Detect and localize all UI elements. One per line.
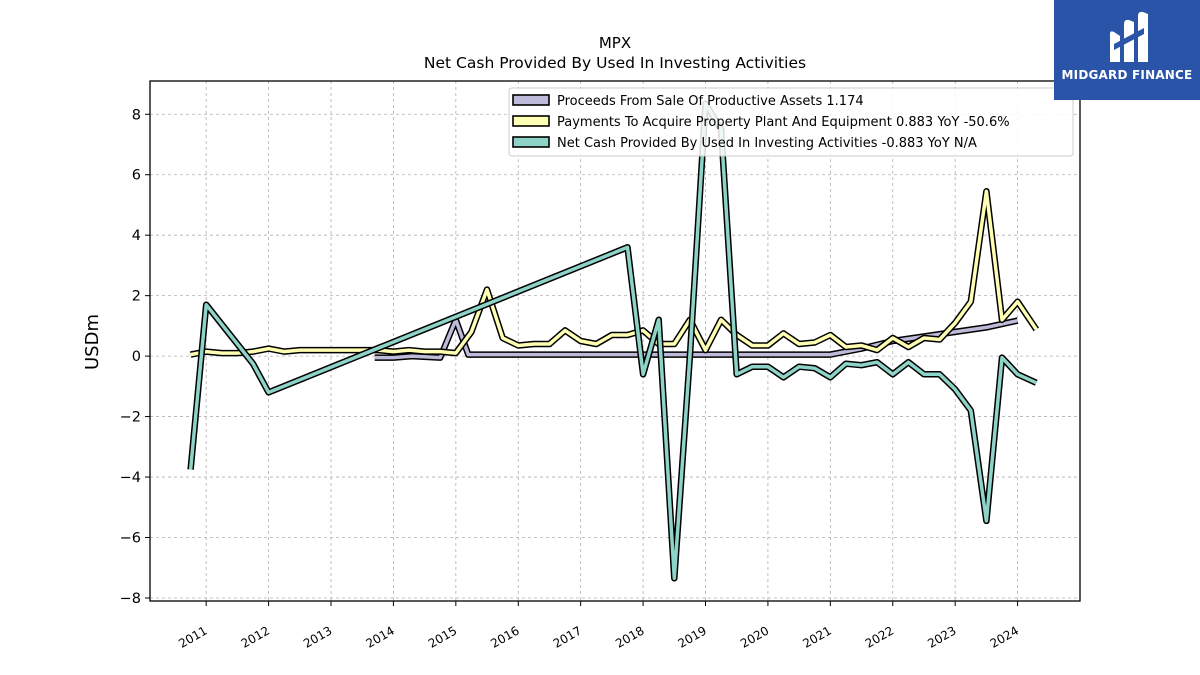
y-tick-label: 6 [132,168,141,184]
x-tick-label: 2024 [988,623,1021,650]
x-tick-label: 2014 [363,623,396,650]
y-tick-label: 4 [132,228,141,244]
x-tick-label: 2012 [239,623,272,650]
midgard-m-logo-icon [1110,11,1148,62]
legend-swatch [512,115,550,127]
logo: MIDGARD FINANCE [1054,0,1200,100]
x-tick-label: 2018 [613,623,646,650]
chart-title: MPX [599,34,631,52]
chart-subtitle: Net Cash Provided By Used In Investing A… [424,54,806,72]
series-outline [189,188,1039,358]
legend: Proceeds From Sale Of Productive Assets … [508,87,1074,157]
x-tick-label: 2016 [488,623,521,650]
series-line [188,101,1038,581]
x-tick-label: 2011 [176,623,209,650]
legend-label: Net Cash Provided By Used In Investing A… [557,136,977,151]
x-tick-label: 2020 [738,623,771,650]
legend-label: Proceeds From Sale Of Productive Assets … [557,94,864,109]
x-tick-label: 2021 [800,623,833,650]
y-tick-label: −2 [120,410,141,426]
logo-text: MIDGARD FINANCE [1061,68,1193,82]
y-axis-ticks: −8 −6 −4 −2 0 2 4 6 8 [120,107,150,607]
plot-frame [149,80,1081,602]
x-tick-label: 2015 [426,623,459,650]
y-tick-label: 2 [132,289,141,305]
x-tick-label: 2022 [863,623,896,650]
x-axis-ticks: 2011 2012 2013 2014 2015 2016 2017 2018 2019 2020… [176,601,1021,651]
y-tick-label: −4 [120,470,141,486]
y-tick-label: 8 [132,107,141,123]
x-tick-label: 2023 [925,623,958,650]
legend-label: Payments To Acquire Property Plant And E… [557,115,1010,130]
y-tick-label: −6 [120,531,141,547]
series-3 [187,100,1038,582]
legend-swatch [512,136,550,148]
series-2 [189,188,1039,358]
legend-swatch [512,94,550,106]
x-tick-label: 2019 [676,623,709,650]
legend-box [508,87,1074,157]
y-axis-label: USDm [82,314,103,370]
y-tick-label: −8 [120,591,141,607]
series-line [190,189,1038,357]
y-tick-label: 0 [132,349,141,365]
series-layer [187,100,1039,582]
x-tick-label: 2017 [551,623,584,650]
x-tick-label: 2013 [301,623,334,650]
